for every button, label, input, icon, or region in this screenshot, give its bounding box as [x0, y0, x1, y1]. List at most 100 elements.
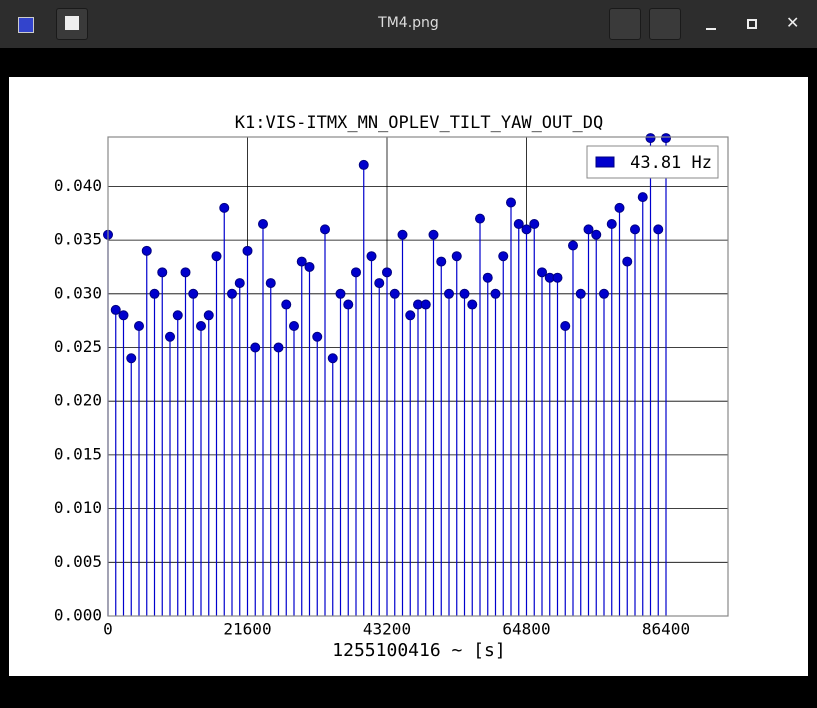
- marker: [630, 224, 640, 235]
- marker: [203, 310, 214, 321]
- marker: [126, 353, 137, 364]
- marker: [165, 331, 175, 342]
- marker: [606, 218, 617, 229]
- marker: [661, 133, 671, 144]
- marker: [467, 299, 478, 310]
- marker: [358, 159, 369, 170]
- app-icon: [18, 17, 34, 33]
- marker: [281, 299, 292, 310]
- maximize-button[interactable]: [747, 19, 757, 29]
- marker: [614, 202, 625, 213]
- marker: [599, 288, 609, 299]
- x-tick-label: 43200: [363, 620, 411, 639]
- marker: [134, 321, 144, 332]
- y-tick-label: 0.025: [54, 337, 102, 356]
- marker: [560, 321, 571, 332]
- marker: [397, 229, 408, 240]
- marker: [436, 256, 447, 267]
- marker: [343, 299, 354, 310]
- menu-button[interactable]: [649, 8, 681, 40]
- marker: [273, 342, 284, 353]
- y-tick-label: 0.000: [54, 606, 102, 625]
- marker: [513, 218, 524, 229]
- marker: [482, 272, 493, 283]
- x-tick-label: 86400: [642, 620, 690, 639]
- fullscreen-button[interactable]: [609, 8, 641, 40]
- plot-frame: [107, 136, 729, 617]
- marker: [211, 251, 222, 262]
- minimize-button[interactable]: [706, 28, 716, 30]
- marker: [296, 256, 307, 267]
- legend-swatch: [595, 156, 615, 168]
- marker: [118, 310, 129, 321]
- marker: [335, 288, 346, 299]
- marker: [172, 310, 183, 321]
- marker: [428, 229, 439, 240]
- x-tick-label: 64800: [502, 620, 550, 639]
- x-tick-label: 0: [103, 620, 113, 639]
- y-tick-label: 0.030: [54, 283, 102, 302]
- new-button[interactable]: [56, 8, 88, 40]
- y-tick-label: 0.040: [54, 176, 102, 195]
- marker: [382, 267, 392, 278]
- close-button[interactable]: ✕: [786, 13, 800, 32]
- marker: [289, 321, 299, 332]
- window-title: TM4.png: [378, 15, 439, 31]
- marker: [180, 267, 191, 278]
- marker: [591, 229, 602, 240]
- marker: [506, 197, 516, 208]
- marker: [374, 278, 385, 289]
- marker: [568, 240, 578, 251]
- marker: [498, 251, 509, 262]
- marker: [327, 353, 338, 364]
- marker: [196, 321, 206, 332]
- marker: [242, 245, 253, 256]
- x-axis-label: 1255100416 ~ [s]: [332, 640, 505, 661]
- marker: [312, 331, 323, 342]
- marker: [575, 288, 586, 299]
- y-tick-label: 0.005: [54, 552, 102, 571]
- marker: [420, 299, 431, 310]
- marker: [234, 278, 245, 289]
- marker: [583, 224, 594, 235]
- marker: [110, 304, 121, 315]
- marker: [304, 261, 315, 272]
- marker: [227, 288, 237, 299]
- marker: [389, 288, 400, 299]
- marker: [258, 218, 268, 229]
- chart-title: K1:VIS-ITMX_MN_OPLEV_TILT_YAW_OUT_DQ: [235, 113, 603, 133]
- marker: [188, 288, 199, 299]
- y-tick-label: 0.010: [54, 498, 102, 517]
- marker: [320, 224, 330, 235]
- marker: [219, 202, 230, 213]
- marker: [405, 310, 416, 321]
- marker: [537, 267, 547, 278]
- marker: [451, 251, 462, 262]
- marker: [645, 133, 656, 144]
- x-tick-label: 21600: [223, 620, 271, 639]
- marker: [444, 288, 454, 299]
- marker: [149, 288, 160, 299]
- image: K1:VIS-ITMX_MN_OPLEV_TILT_YAW_OUT_DQ 125…: [9, 77, 808, 676]
- legend-label: 43.81 Hz: [630, 153, 712, 173]
- marker: [552, 272, 563, 283]
- marker: [351, 267, 361, 278]
- marker: [653, 224, 664, 235]
- marker: [529, 218, 540, 229]
- marker: [250, 342, 261, 353]
- marker: [157, 267, 168, 278]
- title-bar: TM4.png ✕: [0, 0, 817, 48]
- marker: [366, 251, 377, 262]
- marker: [265, 278, 276, 289]
- marker: [622, 256, 633, 267]
- marker: [521, 224, 532, 235]
- y-tick-label: 0.020: [54, 391, 102, 410]
- marker: [475, 213, 485, 224]
- marker: [637, 192, 648, 203]
- y-tick-label: 0.035: [54, 230, 102, 249]
- y-tick-label: 0.015: [54, 444, 102, 463]
- marker: [459, 288, 470, 299]
- marker: [141, 245, 152, 256]
- marker: [490, 288, 501, 299]
